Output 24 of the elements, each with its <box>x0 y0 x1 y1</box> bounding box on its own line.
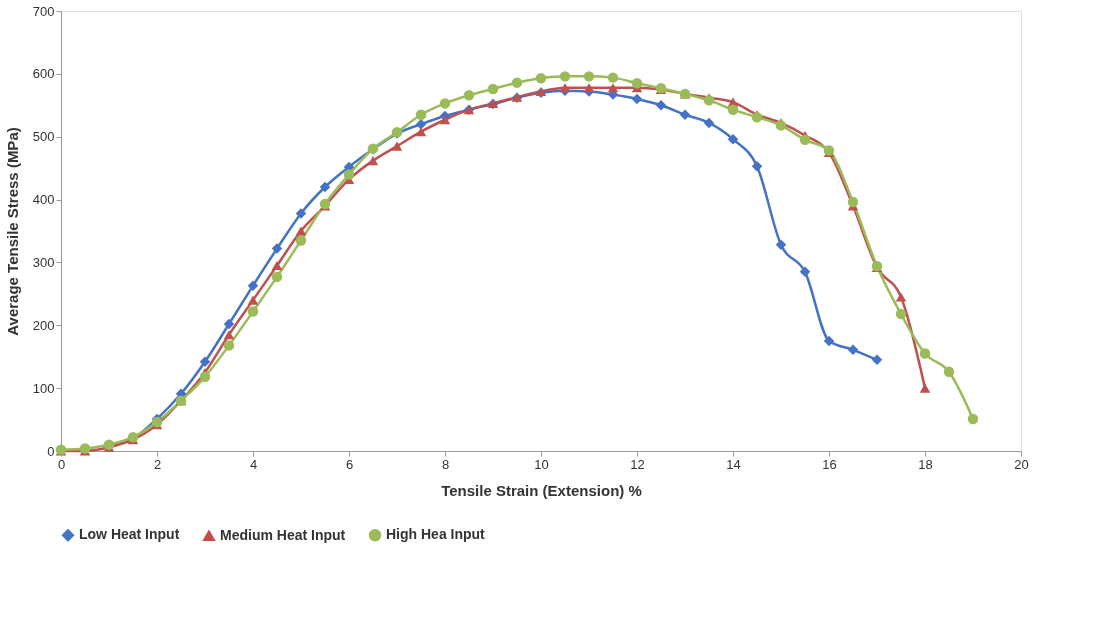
x-tick-label: 8 <box>441 456 450 472</box>
x-tick-label: 4 <box>249 456 258 472</box>
x-tick-label: 10 <box>534 456 549 472</box>
y-axis-title: Average Tensile Stress (MPa) <box>3 127 21 336</box>
x-axis-title: Tensile Strain (Extension) % <box>441 481 642 499</box>
y-tick-label: 500 <box>32 129 55 145</box>
x-tick-label: 2 <box>153 456 162 472</box>
y-tick-label: 200 <box>32 317 55 333</box>
x-tick-label: 20 <box>1014 456 1029 472</box>
y-tick-label: 0 <box>47 443 55 459</box>
y-tick-label: 600 <box>32 66 55 82</box>
x-tick-label: 12 <box>630 456 645 472</box>
legend-label: Low Heat Input <box>79 526 180 543</box>
x-tick-label: 16 <box>822 456 837 472</box>
y-tick-label: 300 <box>32 254 55 270</box>
x-tick-label: 6 <box>345 456 354 472</box>
y-tick-label: 100 <box>32 380 55 396</box>
x-tick-label: 0 <box>57 456 66 472</box>
legend-label: Medium Heat Input <box>220 526 346 543</box>
x-tick-label: 18 <box>918 456 933 472</box>
y-tick-label: 700 <box>32 3 55 19</box>
x-tick-label: 14 <box>726 456 741 472</box>
y-tick-label: 400 <box>32 192 55 208</box>
legend-label: High Hea Input <box>386 526 486 543</box>
